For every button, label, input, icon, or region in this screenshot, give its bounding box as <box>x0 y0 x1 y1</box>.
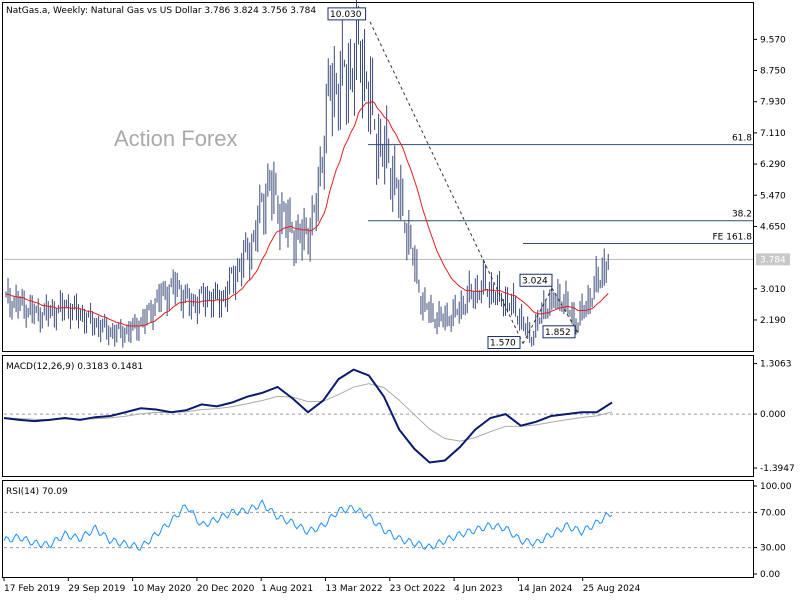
price-label-box <box>487 336 521 350</box>
ma-line <box>5 100 609 327</box>
ohlc-bars <box>5 0 609 348</box>
rsi-tick-label: 0.00 <box>760 570 780 580</box>
rsi-lines <box>3 499 613 551</box>
time-tick-label: 25 Aug 2024 <box>583 584 641 594</box>
last-price-label: 3.784 <box>760 255 786 265</box>
time-tick-label: 1 Aug 2021 <box>261 584 313 594</box>
price-label-box <box>542 325 576 339</box>
price-tick-label: 8.750 <box>760 67 786 77</box>
symbol-header: NatGas.a, Weekly: Natural Gas vs US Doll… <box>6 6 316 16</box>
rsi-header: RSI(14) 70.09 <box>6 487 68 497</box>
moving-average <box>5 100 609 327</box>
macd-signal-line <box>3 383 613 442</box>
macd-lines <box>3 368 613 464</box>
rsi-tick-label: 70.00 <box>760 508 786 518</box>
time-tick-label: 23 Oct 2022 <box>390 584 446 594</box>
macd-tick-label: 1.3063 <box>760 360 792 370</box>
rsi-panel-frame <box>2 480 754 578</box>
rsi-axis: 100.00 70.00 30.00 0.00 <box>4 482 792 580</box>
time-tick-label: 17 Feb 2019 <box>4 584 60 594</box>
time-tick-label: 4 Jun 2023 <box>454 584 502 594</box>
fib-level-label: 38.2 <box>732 210 752 220</box>
time-tick-label: 13 Mar 2022 <box>326 584 383 594</box>
time-tick-label: 20 Dec 2020 <box>197 584 255 594</box>
price-tick-label: 5.470 <box>760 191 786 201</box>
watermark-text: Action Forex <box>114 126 238 151</box>
macd-tick-label: 0.000 <box>760 410 786 420</box>
price-tick-label: 4.650 <box>760 222 786 232</box>
macd-axis: 1.3063 0.000 -1.3947 <box>4 360 795 474</box>
price-tick-label: 3.010 <box>760 285 786 295</box>
price-tick-label: 7.110 <box>760 129 786 139</box>
price-label-text: 1.852 <box>545 328 571 338</box>
time-tick-label: 10 May 2020 <box>133 584 192 594</box>
macd-header: MACD(12,26,9) 0.3183 0.1481 <box>6 362 143 372</box>
fib-levels: 61.8 38.2 FE 161.8 <box>368 134 753 245</box>
rsi-tick-label: 100.00 <box>760 482 792 492</box>
fib-level-label: 61.8 <box>732 134 752 144</box>
time-tick-label: 29 Sep 2019 <box>68 584 125 594</box>
price-label-box <box>519 273 553 287</box>
rsi-line <box>3 499 613 551</box>
macd-panel-frame <box>2 355 754 477</box>
price-annotations: 10.030 3.024 1.852 1.570 <box>327 7 579 350</box>
fib-level-label: FE 161.8 <box>713 233 753 243</box>
time-tick-label: 14 Jan 2024 <box>518 584 572 594</box>
price-label-box <box>327 7 367 21</box>
price-tick-label: 6.290 <box>760 160 786 170</box>
price-tick-label: 9.570 <box>760 35 786 45</box>
macd-tick-label: -1.3947 <box>760 464 795 474</box>
price-tick-label: 7.930 <box>760 98 786 108</box>
price-label-text: 3.024 <box>522 276 548 286</box>
last-price-box <box>756 253 790 266</box>
main-panel-frame <box>2 2 754 352</box>
macd-main-line <box>3 368 613 464</box>
rsi-tick-label: 30.00 <box>760 544 786 554</box>
price-tick-label: 2.190 <box>760 316 786 326</box>
trend-dashed-line <box>369 21 524 344</box>
price-axis: 9.570 8.750 7.930 7.110 6.290 5.470 4.650 3.010… <box>4 35 790 326</box>
trend-dashed-line <box>522 288 553 344</box>
time-axis: 17 Feb 2019 29 Sep 2019 10 May 2020 20 Dec … <box>3 577 641 594</box>
price-label-text: 10.030 <box>330 10 362 20</box>
price-label-text: 1.570 <box>490 339 516 349</box>
